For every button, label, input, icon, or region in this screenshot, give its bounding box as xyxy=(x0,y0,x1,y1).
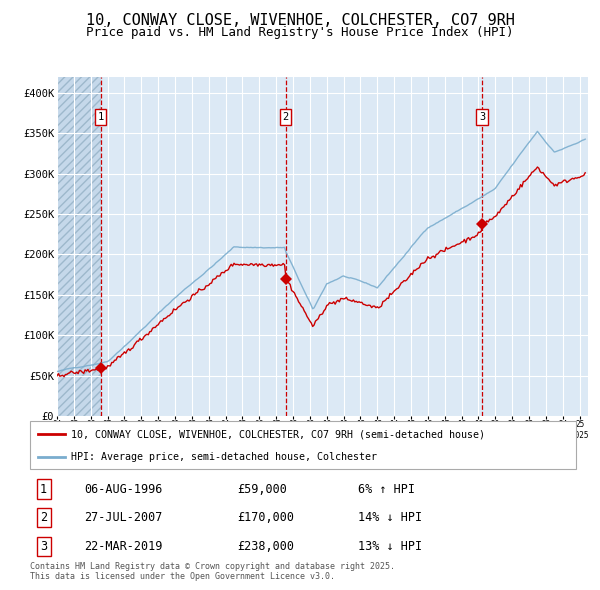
Text: £170,000: £170,000 xyxy=(238,511,295,524)
Text: 3: 3 xyxy=(479,112,485,122)
Text: 2: 2 xyxy=(40,511,47,524)
Text: HPI: Average price, semi-detached house, Colchester: HPI: Average price, semi-detached house,… xyxy=(71,452,377,462)
Text: 14% ↓ HPI: 14% ↓ HPI xyxy=(358,511,422,524)
Text: 10, CONWAY CLOSE, WIVENHOE, COLCHESTER, CO7 9RH: 10, CONWAY CLOSE, WIVENHOE, COLCHESTER, … xyxy=(86,13,514,28)
Text: 1: 1 xyxy=(40,483,47,496)
Text: 6% ↑ HPI: 6% ↑ HPI xyxy=(358,483,415,496)
Text: 06-AUG-1996: 06-AUG-1996 xyxy=(85,483,163,496)
FancyBboxPatch shape xyxy=(30,421,576,469)
Text: 10, CONWAY CLOSE, WIVENHOE, COLCHESTER, CO7 9RH (semi-detached house): 10, CONWAY CLOSE, WIVENHOE, COLCHESTER, … xyxy=(71,429,485,439)
Text: 27-JUL-2007: 27-JUL-2007 xyxy=(85,511,163,524)
Text: 2: 2 xyxy=(283,112,289,122)
Text: Contains HM Land Registry data © Crown copyright and database right 2025.
This d: Contains HM Land Registry data © Crown c… xyxy=(30,562,395,581)
Text: Price paid vs. HM Land Registry's House Price Index (HPI): Price paid vs. HM Land Registry's House … xyxy=(86,26,514,39)
Text: 13% ↓ HPI: 13% ↓ HPI xyxy=(358,540,422,553)
Text: £59,000: £59,000 xyxy=(238,483,287,496)
Text: £238,000: £238,000 xyxy=(238,540,295,553)
Text: 22-MAR-2019: 22-MAR-2019 xyxy=(85,540,163,553)
Text: 3: 3 xyxy=(40,540,47,553)
Text: 1: 1 xyxy=(98,112,104,122)
